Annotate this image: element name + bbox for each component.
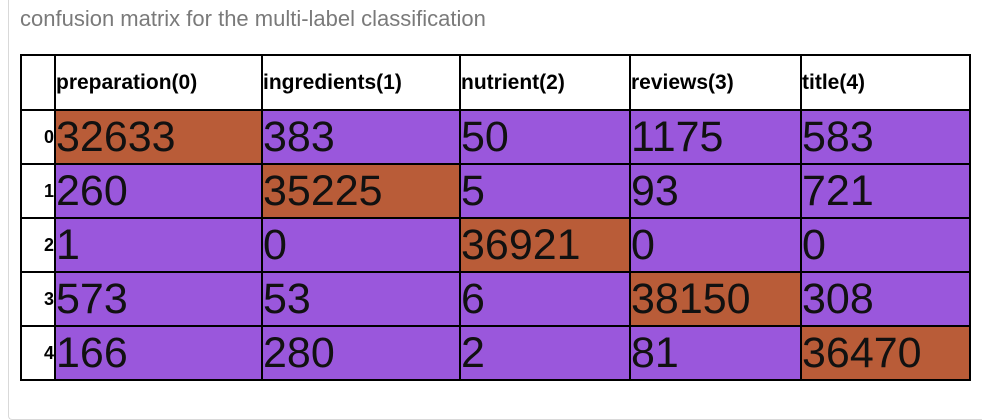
matrix-cell: 308: [800, 271, 971, 327]
matrix-cell: 0: [261, 217, 461, 273]
row-header: 1: [20, 163, 56, 219]
matrix-cell: 5: [459, 163, 631, 219]
matrix-cell: 573: [54, 271, 263, 327]
diagonal-cell: 36921: [459, 217, 631, 273]
corner-cell: [20, 54, 56, 111]
matrix-cell: 2: [459, 325, 631, 381]
matrix-cell: 81: [629, 325, 802, 381]
matrix-cell: 1: [54, 217, 263, 273]
matrix-cell: 280: [261, 325, 461, 381]
diagonal-cell: 32633: [54, 109, 263, 165]
diagonal-cell: 38150: [629, 271, 802, 327]
column-header: preparation(0): [54, 54, 263, 111]
matrix-cell: 721: [800, 163, 971, 219]
matrix-row: 2 1 0 36921 0 0: [20, 217, 971, 273]
column-header: title(4): [800, 54, 971, 111]
row-header: 0: [20, 109, 56, 165]
matrix-cell: 50: [459, 109, 631, 165]
matrix-row: 4 166 280 2 81 36470: [20, 325, 971, 381]
diagonal-cell: 36470: [800, 325, 971, 381]
row-header: 3: [20, 271, 56, 327]
matrix-cell: 93: [629, 163, 802, 219]
matrix-cell: 0: [800, 217, 971, 273]
matrix-cell: 260: [54, 163, 263, 219]
column-header: nutrient(2): [459, 54, 631, 111]
column-header: ingredients(1): [261, 54, 461, 111]
header-row: preparation(0) ingredients(1) nutrient(2…: [20, 54, 971, 111]
matrix-body: 0 32633 383 50 1175 583 1 260 35225 5 93 721 2 1 0 3692…: [20, 109, 971, 381]
matrix-cell: 0: [629, 217, 802, 273]
diagonal-cell: 35225: [261, 163, 461, 219]
matrix-row: 1 260 35225 5 93 721: [20, 163, 971, 219]
matrix-row: 3 573 53 6 38150 308: [20, 271, 971, 327]
matrix-cell: 383: [261, 109, 461, 165]
matrix-cell: 53: [261, 271, 461, 327]
matrix-cell: 1175: [629, 109, 802, 165]
row-header: 2: [20, 217, 56, 273]
matrix-caption: confusion matrix for the multi-label cla…: [20, 6, 486, 31]
column-header: reviews(3): [629, 54, 802, 111]
confusion-matrix-table: preparation(0) ingredients(1) nutrient(2…: [20, 54, 971, 381]
matrix-cell: 6: [459, 271, 631, 327]
matrix-cell: 583: [800, 109, 971, 165]
matrix-cell: 166: [54, 325, 263, 381]
row-header: 4: [20, 325, 56, 381]
matrix-row: 0 32633 383 50 1175 583: [20, 109, 971, 165]
